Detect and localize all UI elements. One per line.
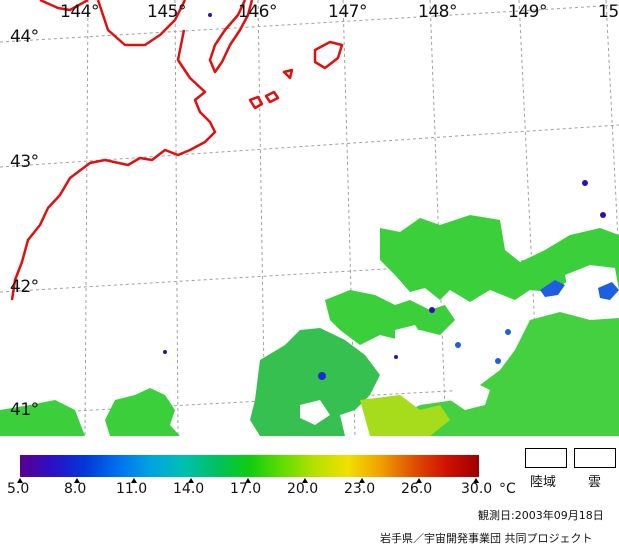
- coast-shiretoko: [96, 0, 187, 47]
- colorbar-tick-2: 11.0: [116, 481, 148, 497]
- colorbar-tick-6: 23.0: [344, 481, 376, 497]
- sst-map: 144° 145° 146° 147° 148° 149° 15 44° 43°…: [0, 0, 619, 436]
- lat-label-44: 44°: [10, 27, 39, 47]
- coast-habomai: [248, 68, 294, 110]
- colorbar-tick-5: 20.0: [287, 481, 319, 497]
- colorbar-tick-3: 14.0: [173, 481, 205, 497]
- coastline: [10, 0, 344, 301]
- sst-patch-yellowish: [360, 395, 450, 436]
- cold-spot-1: [318, 372, 326, 380]
- cold-spot-9: [163, 350, 167, 354]
- lat-label-42: 42°: [10, 277, 39, 297]
- cold-spot-11: [495, 358, 501, 364]
- lat-label-43: 43°: [10, 152, 39, 172]
- cloud-hole-5: [300, 400, 330, 425]
- land-legend-swatch: [525, 448, 567, 468]
- cloud-hole-3: [395, 325, 425, 350]
- meridian-150: [605, 0, 619, 261]
- meridian-146: [257, 0, 266, 436]
- lon-label-150: 15: [598, 2, 619, 22]
- cold-spot-8: [394, 355, 398, 359]
- sst-patches: [0, 215, 619, 436]
- cloud-legend-swatch: [574, 448, 616, 468]
- cold-spot-6: [429, 307, 435, 313]
- cloud-holes: [300, 265, 619, 425]
- meridian-147: [342, 0, 356, 436]
- colorbar-tick-1: 8.0: [64, 481, 87, 497]
- colorbar-unit: °C: [499, 481, 516, 497]
- lon-label-146: 146°: [238, 2, 277, 22]
- temperature-colorbar: [20, 455, 479, 477]
- sst-patch-north: [380, 215, 619, 302]
- meridian-148: [429, 0, 447, 436]
- credit-text: 岩手県／宇宙開発事業団 共同プロジェクト: [380, 532, 593, 545]
- colorbar-tick-8: 30.0: [461, 481, 493, 497]
- parallel-44: [0, 4, 619, 43]
- lon-label-144: 144°: [60, 2, 99, 22]
- cold-spot-4: [582, 180, 588, 186]
- sst-patch-south: [105, 388, 180, 436]
- cold-spot-5: [600, 212, 606, 218]
- sst-patch-southeast: [380, 312, 619, 436]
- sst-patch-southwest: [0, 400, 85, 436]
- sst-patch-west: [250, 328, 380, 436]
- lon-label-147: 147°: [328, 2, 367, 22]
- colorbar-tick-marks: [17, 478, 479, 483]
- cold-spot-3: [598, 282, 619, 300]
- cold-spot-12: [208, 13, 212, 17]
- lon-label-148: 148°: [418, 2, 457, 22]
- cold-spot-2: [540, 280, 565, 297]
- meridian-149: [518, 0, 541, 436]
- cold-spots: [163, 13, 619, 380]
- observation-date: 観測日:2003年09月18日: [478, 509, 604, 522]
- colorbar-tick-4: 17.0: [230, 481, 262, 497]
- meridian-144: [84, 0, 89, 436]
- coast-kunashiri: [208, 0, 254, 74]
- cloud-hole-2: [450, 380, 490, 410]
- coast-hokkaido-north: [39, 0, 89, 12]
- lat-label-41: 41°: [10, 400, 39, 420]
- meridian-145: [174, 0, 179, 436]
- cold-spot-10: [505, 329, 511, 335]
- land-legend-label: 陸域: [530, 475, 557, 490]
- cloud-legend-label: 雲: [588, 475, 602, 490]
- cold-spot-7: [455, 342, 461, 348]
- cloud-hole-4: [480, 305, 510, 335]
- coast-etorofu: [313, 40, 344, 70]
- colorbar-tick-7: 26.0: [401, 481, 433, 497]
- coast-hokkaido-east: [10, 29, 217, 301]
- map-graphic: [0, 0, 619, 436]
- lon-label-145: 145°: [147, 2, 186, 22]
- sst-patch-mid: [325, 290, 455, 345]
- lon-label-149: 149°: [508, 2, 547, 22]
- colorbar-tick-0: 5.0: [7, 481, 30, 497]
